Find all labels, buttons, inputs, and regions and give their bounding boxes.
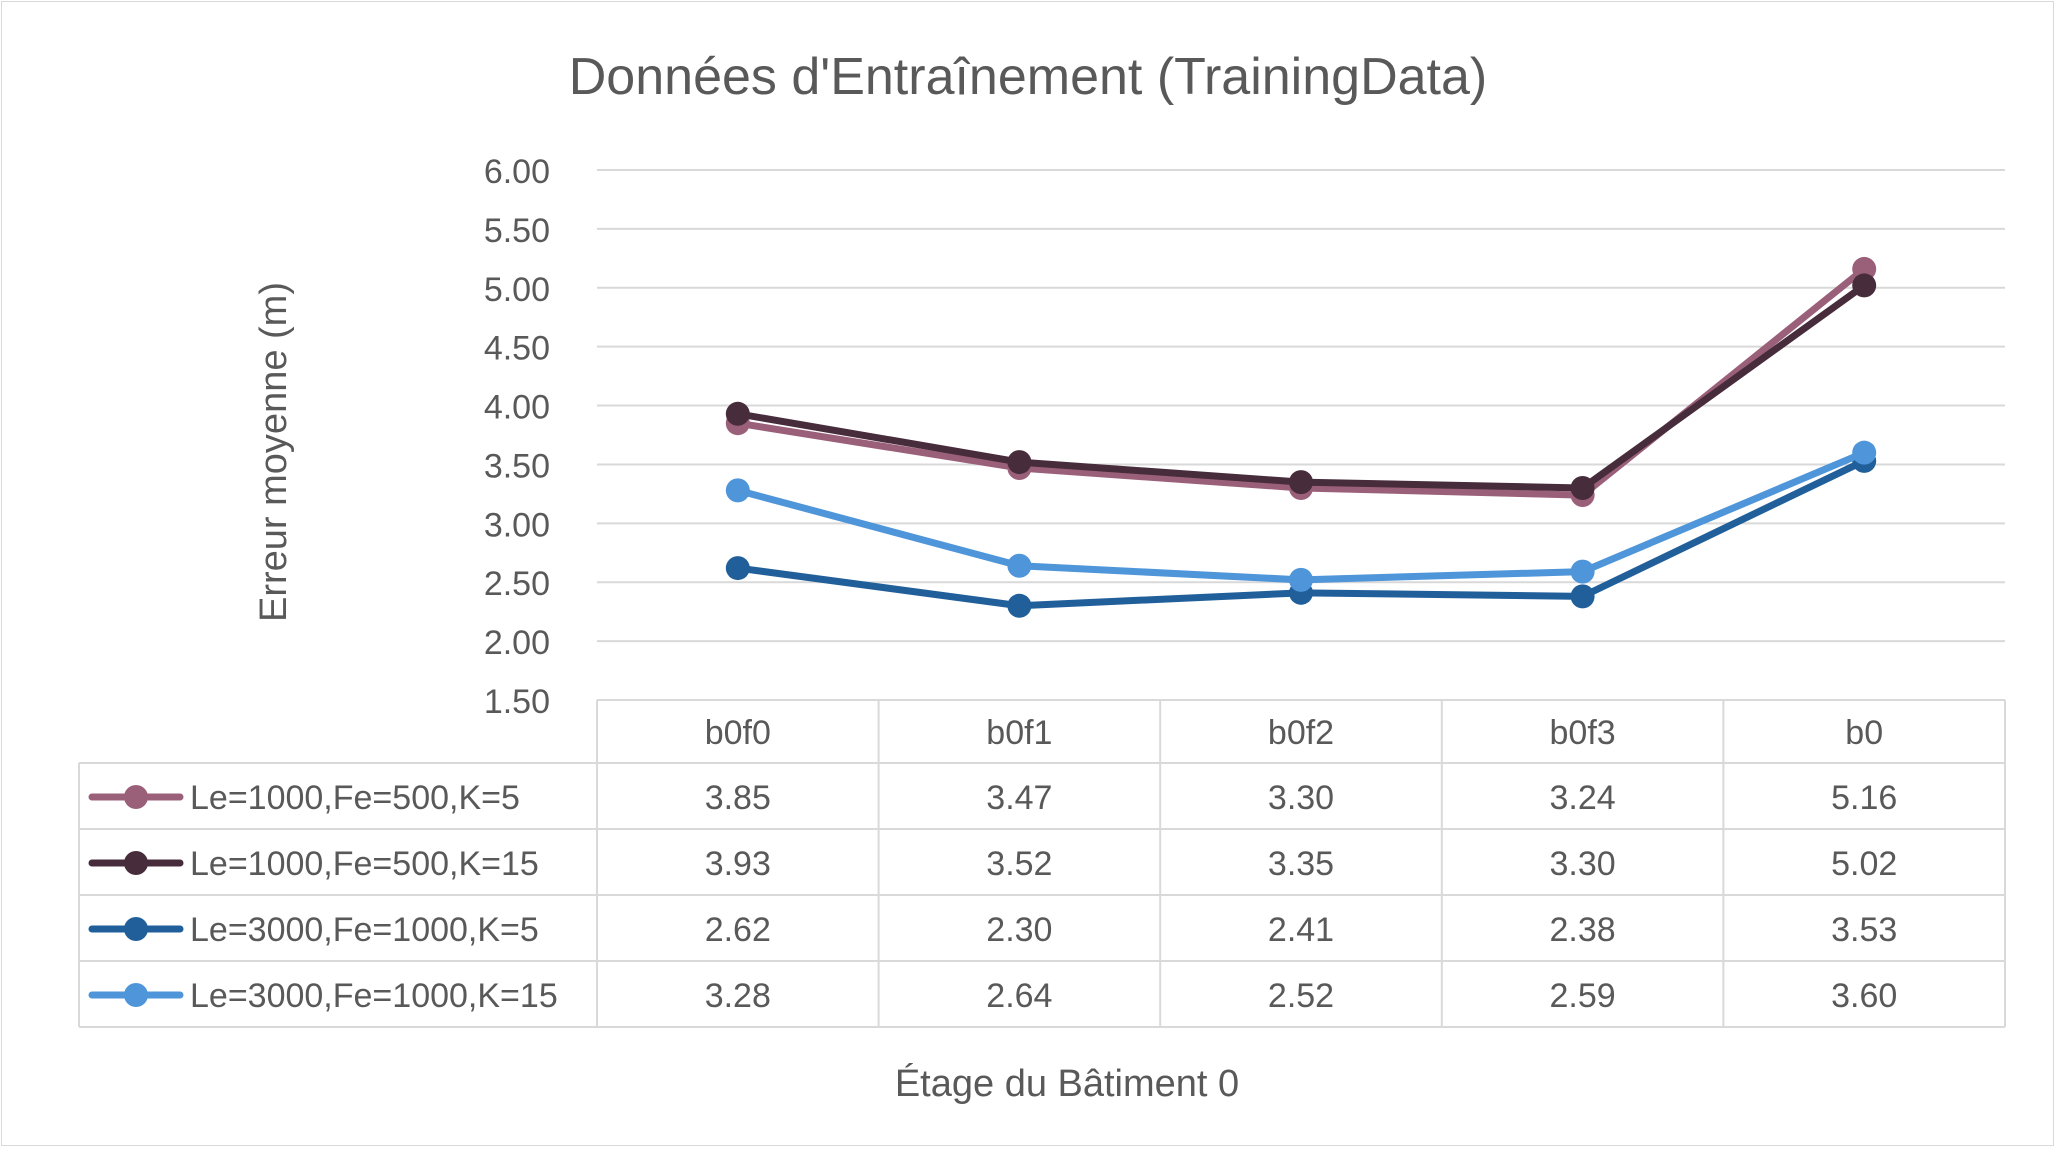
data-label: 3.24 <box>1550 779 1616 817</box>
series-line <box>734 281 1868 492</box>
category-label: b0f1 <box>986 714 1052 752</box>
chart-title: Données d'Entraînement (TrainingData) <box>569 48 1487 106</box>
series-line <box>734 265 1868 499</box>
y-tick-label: 1.50 <box>484 683 550 721</box>
y-tick-label: 4.50 <box>484 330 550 368</box>
data-point <box>1852 256 1877 281</box>
category-label: b0f3 <box>1550 714 1616 752</box>
data-label: 2.38 <box>1550 911 1616 949</box>
data-point <box>1007 593 1032 618</box>
data-label: 3.60 <box>1831 977 1897 1015</box>
data-point <box>1852 273 1877 298</box>
category-label: b0 <box>1845 714 1883 752</box>
y-tick-label: 5.00 <box>484 271 550 309</box>
data-label: 3.47 <box>986 779 1052 817</box>
data-label: 3.30 <box>1268 779 1334 817</box>
data-label: 2.64 <box>986 977 1052 1015</box>
data-label: 3.85 <box>705 779 771 817</box>
category-label: b0f2 <box>1268 714 1334 752</box>
data-point <box>725 401 750 426</box>
data-label: 2.59 <box>1550 977 1616 1015</box>
data-table-body: Le=1000,Fe=500,K=5 3.85 3.47 3.30 3.24 5.16 Le… <box>88 779 1897 1015</box>
data-label: 2.62 <box>705 911 771 949</box>
data-point <box>725 556 750 581</box>
y-tick-label: 3.00 <box>484 506 550 544</box>
data-label: 3.52 <box>986 845 1052 883</box>
legend-key-marker <box>124 785 148 809</box>
data-label: 3.35 <box>1268 845 1334 883</box>
series-name: Le=1000,Fe=500,K=5 <box>190 779 520 817</box>
y-tick-label: 3.50 <box>484 447 550 485</box>
data-point <box>1007 553 1032 578</box>
data-label: 5.02 <box>1831 845 1897 883</box>
y-tick-label: 6.00 <box>484 153 550 191</box>
data-point <box>1289 470 1313 495</box>
series-layer <box>725 256 1877 618</box>
data-label: 3.30 <box>1550 845 1616 883</box>
data-point <box>1570 476 1595 500</box>
y-tick-label: 2.50 <box>484 565 550 603</box>
y-tick-label: 5.50 <box>484 212 550 250</box>
data-table-grid <box>78 699 2006 1028</box>
series-name: Le=3000,Fe=1000,K=15 <box>190 977 558 1015</box>
y-axis-title: Erreur moyenne (m) <box>253 282 295 622</box>
category-label: b0f0 <box>705 714 771 752</box>
data-point <box>725 478 750 503</box>
series-name: Le=1000,Fe=500,K=15 <box>190 845 539 883</box>
data-point <box>1570 584 1595 609</box>
data-point <box>1570 559 1595 584</box>
legend-key-marker <box>124 983 148 1007</box>
data-label: 2.52 <box>1268 977 1334 1015</box>
data-label: 3.93 <box>705 845 771 883</box>
category-labels: b0f0 b0f1 b0f2 b0f3 b0 <box>705 714 1883 752</box>
data-label: 3.53 <box>1831 911 1897 949</box>
data-point <box>1289 567 1313 592</box>
data-point <box>1852 440 1877 465</box>
y-tick-label: 2.00 <box>484 624 550 662</box>
x-axis-title: Étage du Bâtiment 0 <box>895 1062 1239 1105</box>
series-name: Le=3000,Fe=1000,K=5 <box>190 911 539 949</box>
data-label: 5.16 <box>1831 779 1897 817</box>
data-label: 3.28 <box>705 977 771 1015</box>
y-tick-labels: 1.50 2.00 2.50 3.00 3.50 4.00 4.50 5.00 5.50 6.00 <box>484 153 550 721</box>
data-point <box>1007 450 1032 475</box>
legend-key-marker <box>124 917 148 941</box>
data-label: 2.30 <box>986 911 1052 949</box>
data-label: 2.41 <box>1268 911 1334 949</box>
legend-key-marker <box>124 851 148 875</box>
y-tick-label: 4.00 <box>484 389 550 427</box>
